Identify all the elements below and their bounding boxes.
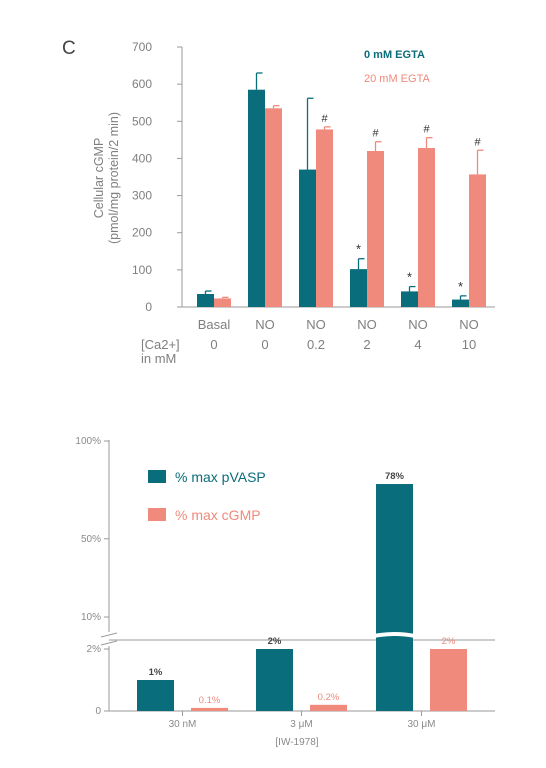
y-ticks: 0 2% 10% 50% 100%	[75, 436, 109, 717]
bar	[376, 484, 413, 711]
y-tick-label: 0	[145, 300, 152, 314]
x-tick-label: 30 nM	[169, 719, 197, 730]
bar	[367, 151, 384, 307]
y-tick-label: 500	[132, 114, 152, 128]
calcium-value: 10	[462, 337, 476, 352]
y-tick-label: 100	[132, 263, 152, 277]
significance-marker: #	[372, 128, 379, 140]
calcium-value: 4	[414, 337, 421, 352]
panel-label: C	[62, 38, 76, 59]
legend-swatch-cgmp	[148, 508, 166, 521]
bar-value-label: 1%	[149, 667, 163, 678]
bar	[299, 169, 316, 307]
y-tick-label: 600	[132, 77, 152, 91]
legend-swatch-pvasp	[148, 470, 166, 483]
calcium-label-line1: [Ca2+]	[141, 337, 180, 352]
x-tick-label: NO	[357, 317, 377, 332]
x-tick-label: NO	[408, 317, 428, 332]
y-axis-label-line2: (pmol/mg protein/2 min)	[107, 112, 121, 244]
y-tick-label: 0	[95, 706, 101, 717]
x-tick-labels: Basal NO NO NO NO NO	[198, 317, 479, 332]
bar	[350, 269, 367, 307]
significance-marker: #	[474, 136, 481, 148]
bars	[197, 89, 486, 308]
legend-pvasp: % max pVASP	[175, 469, 266, 485]
significance-marker: *	[407, 270, 412, 285]
bar	[401, 291, 418, 307]
bar-break-gap	[374, 632, 415, 638]
calcium-label-line2: in mM	[141, 351, 176, 366]
bar	[137, 680, 174, 711]
bar	[256, 649, 293, 711]
bars	[137, 484, 467, 711]
calcium-value: 0	[261, 337, 268, 352]
axis-break-mark	[100, 632, 118, 646]
y-tick-label: 700	[132, 40, 152, 54]
y-axis-label-line1: Cellular cGMP	[92, 138, 106, 219]
bar	[469, 174, 486, 307]
bar-value-label: 78%	[385, 471, 405, 482]
x-tick-label: Basal	[198, 317, 231, 332]
significance-marker: *	[458, 279, 463, 294]
x-tick-label: NO	[459, 317, 479, 332]
significance-marker: #	[321, 113, 328, 125]
bar-value-labels: 1% 0.1% 2% 0.2% 78% 2%	[149, 471, 456, 706]
calcium-values: 0 0 0.2 2 4 10	[210, 337, 476, 352]
x-tick-label: 30 μM	[408, 719, 436, 730]
y-tick-label: 200	[132, 226, 152, 240]
bar	[248, 89, 265, 307]
bar	[191, 707, 228, 711]
calcium-value: 0.2	[307, 337, 325, 352]
significance-marker: *	[356, 242, 361, 257]
y-tick-label: 50%	[81, 534, 101, 545]
significance-markers: # * # * # * #	[321, 113, 481, 294]
x-tick-label: NO	[306, 317, 326, 332]
bar-value-label: 2%	[442, 636, 456, 647]
error-bars	[204, 72, 484, 300]
significance-marker: #	[423, 124, 430, 136]
bar	[214, 298, 231, 307]
legend-0mm-egta: 0 mM EGTA	[364, 49, 425, 61]
chart-iw1978: 0 2% 10% 50% 100% 1% 0.1% 2% 0.2% 78% 2% 30 nM 3 μ…	[75, 436, 495, 748]
calcium-value: 2	[363, 337, 370, 352]
calcium-value: 0	[210, 337, 217, 352]
bar-value-label: 0.2%	[318, 692, 340, 703]
y-tick-label: 10%	[81, 612, 101, 623]
bar-value-label: 0.1%	[199, 695, 221, 706]
legend-20mm-egta: 20 mM EGTA	[364, 73, 430, 85]
bar	[316, 129, 333, 307]
bar	[197, 294, 214, 307]
x-axis-label: [IW-1978]	[275, 737, 318, 748]
x-tick-labels: 30 nM 3 μM 30 μM	[169, 711, 436, 730]
y-tick-label: 2%	[87, 644, 102, 655]
bar-value-label: 2%	[268, 636, 282, 647]
bar	[265, 108, 282, 308]
bar	[418, 148, 435, 307]
legend-cgmp: % max cGMP	[175, 507, 261, 523]
bar	[310, 704, 347, 711]
y-tick-label: 300	[132, 189, 152, 203]
y-ticks: 0 100 200 300 400 500 600 700	[132, 40, 182, 314]
bar	[452, 299, 469, 307]
x-tick-label: NO	[255, 317, 275, 332]
y-tick-label: 100%	[75, 436, 101, 447]
y-tick-label: 400	[132, 151, 152, 165]
x-tick-label: 3 μM	[290, 719, 312, 730]
bar	[430, 649, 467, 711]
